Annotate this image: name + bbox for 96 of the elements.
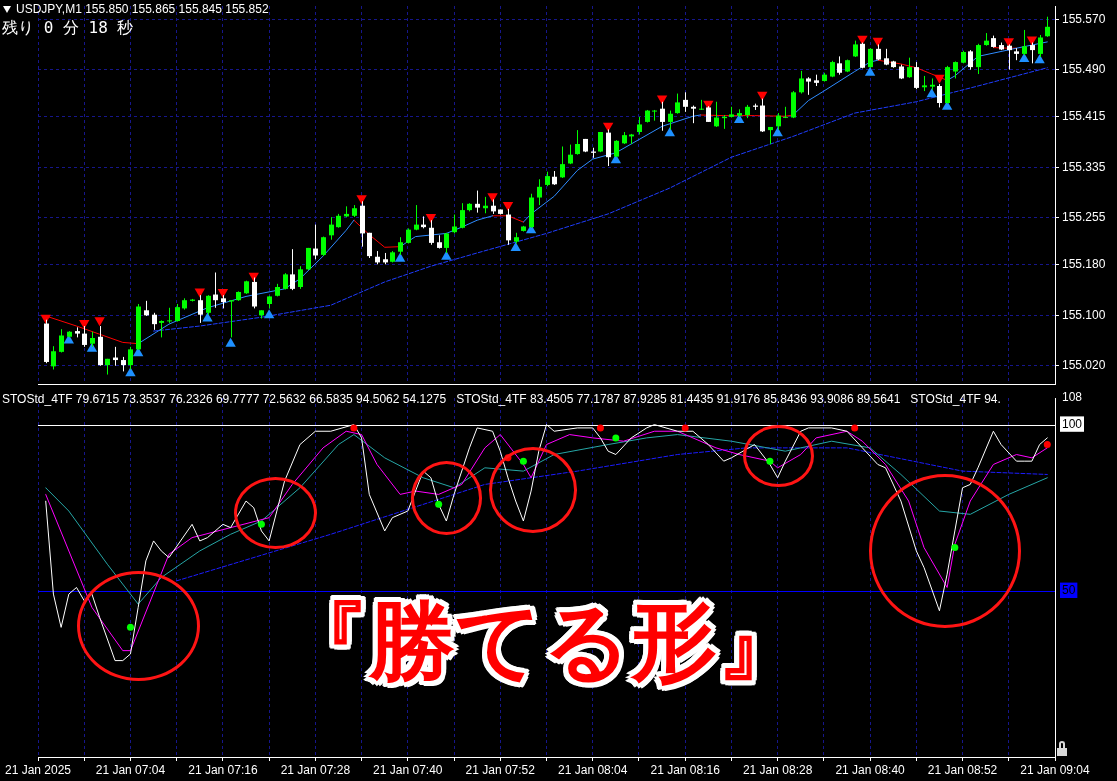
candlestick xyxy=(329,216,334,241)
candlestick xyxy=(460,202,465,229)
point xyxy=(612,434,620,442)
candlestick xyxy=(367,232,372,259)
x-tick-label: 21 Jan 07:04 xyxy=(95,762,166,777)
point xyxy=(519,457,527,465)
candlestick xyxy=(714,101,719,128)
y-tick-label: 155.335 xyxy=(1062,159,1106,174)
candlestick xyxy=(683,91,688,113)
candlestick xyxy=(206,294,211,316)
candlestick xyxy=(1038,34,1043,58)
point xyxy=(1026,36,1038,46)
candlestick xyxy=(560,145,565,179)
candlestick xyxy=(860,42,865,69)
candlestick xyxy=(167,307,172,324)
candlestick xyxy=(414,204,419,231)
candlestick xyxy=(1045,16,1050,38)
candlestick xyxy=(783,106,788,119)
x-tick-label: 21 Jan 07:52 xyxy=(465,762,536,777)
y-tick-label: 100 xyxy=(1062,416,1083,431)
point xyxy=(263,309,275,319)
candlestick xyxy=(298,265,303,290)
annotation: 『勝てる形』 xyxy=(282,591,803,691)
candlestick xyxy=(1030,42,1035,64)
y-tick-label: 155.180 xyxy=(1062,257,1106,272)
candlestick xyxy=(652,109,657,122)
point xyxy=(596,424,604,432)
x-tick-label: 21 Jan 2025 xyxy=(4,762,72,777)
point xyxy=(681,424,689,432)
x-tick-label: 21 Jan 07:28 xyxy=(280,762,351,777)
point xyxy=(1043,441,1051,449)
point xyxy=(86,342,98,352)
point xyxy=(1034,54,1045,64)
candlestick xyxy=(907,57,912,79)
point xyxy=(441,250,452,260)
point xyxy=(766,457,774,465)
y-tick-label: 155.255 xyxy=(1062,209,1106,224)
candlestick xyxy=(429,219,434,246)
chart-title: USDJPY,M1 155.850 155.865 155.845 155.852 xyxy=(16,2,269,17)
candlestick xyxy=(914,61,919,90)
point xyxy=(951,544,959,552)
candlestick xyxy=(1007,43,1012,71)
candlestick xyxy=(699,99,704,111)
candlestick xyxy=(537,178,542,206)
y-tick-label: 155.415 xyxy=(1062,109,1106,124)
candlestick xyxy=(82,325,87,348)
candlestick xyxy=(660,101,665,132)
line-series xyxy=(176,447,1048,582)
y-tick-label: 155.490 xyxy=(1062,61,1106,76)
text: 残り 0 分 18 秒 xyxy=(2,18,134,38)
chart-title: STOStd_4TF 79.6715 73.3537 76.2326 69.7777 72.5632 66.5835 94.5062 54.1275 STOStd_4TF 83.4505 77.1787 87.9285 81.4435 91.9176 85.8436 93.9086 89.5641 STOStd_4TF 94. xyxy=(2,392,1001,407)
candlestick xyxy=(968,49,973,71)
candlestick xyxy=(51,345,56,371)
point xyxy=(350,424,358,432)
candlestick xyxy=(1022,29,1027,56)
point xyxy=(435,500,443,508)
point xyxy=(257,520,265,528)
x-tick-label: 21 Jan 08:40 xyxy=(835,762,906,777)
candlestick xyxy=(976,43,981,75)
point xyxy=(851,424,859,432)
candlestick xyxy=(575,129,580,156)
y-tick-label: 155.570 xyxy=(1062,11,1106,26)
candlestick xyxy=(290,248,295,291)
candlestick xyxy=(668,110,673,130)
candlestick xyxy=(937,83,942,108)
x-tick-label: 21 Jan 07:40 xyxy=(373,762,443,777)
candlestick xyxy=(59,328,64,353)
point xyxy=(857,35,868,45)
point xyxy=(510,241,521,251)
x-tick-label: 21 Jan 08:16 xyxy=(650,762,721,777)
x-tick-label: 21 Jan 08:28 xyxy=(742,762,813,777)
candlestick xyxy=(799,70,804,95)
point xyxy=(126,623,134,631)
x-tick-label: 21 Jan 09:04 xyxy=(1020,762,1091,777)
candlestick xyxy=(868,47,873,69)
candlestick xyxy=(930,77,935,91)
point xyxy=(757,91,768,101)
candlestick xyxy=(675,93,680,115)
point xyxy=(394,252,406,262)
candlestick xyxy=(475,190,480,214)
y-tick-label: 50 xyxy=(1062,583,1076,598)
x-tick-label: 21 Jan 07:16 xyxy=(188,762,258,777)
y-tick-label: 155.020 xyxy=(1062,358,1106,373)
candlestick xyxy=(128,346,133,371)
y-tick-label: 155.100 xyxy=(1062,307,1106,322)
point xyxy=(225,337,236,347)
point xyxy=(926,88,937,98)
point xyxy=(664,127,675,137)
y-tick-label: 108 xyxy=(1062,390,1083,405)
point xyxy=(772,127,783,137)
candlestick xyxy=(837,55,842,76)
x-tick-label: 21 Jan 08:04 xyxy=(558,762,628,777)
candlestick xyxy=(198,294,203,324)
point xyxy=(934,74,945,84)
x-tick-label: 21 Jan 08:52 xyxy=(927,762,998,777)
point xyxy=(733,114,745,124)
